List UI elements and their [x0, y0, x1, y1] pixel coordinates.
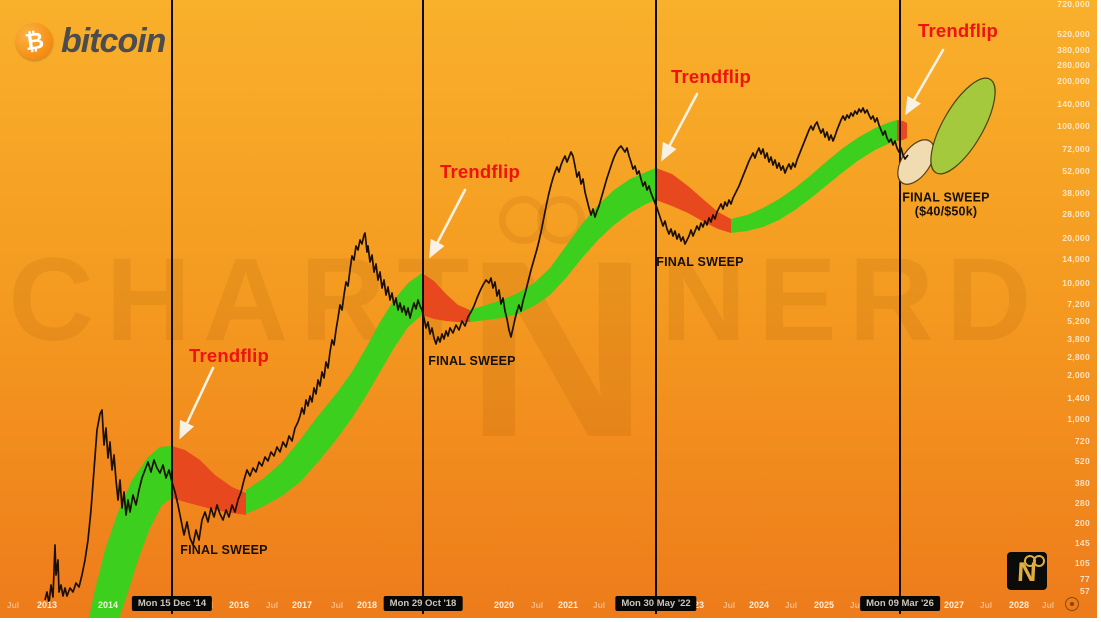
x-axis-label: 2027 — [943, 600, 965, 610]
glasses-icon — [1033, 555, 1045, 567]
trend-band-green — [246, 273, 422, 514]
date-flag[interactable]: Mon 15 Dec '14 — [131, 596, 213, 612]
settings-icon[interactable] — [1065, 597, 1079, 611]
x-axis-label: Jul — [979, 600, 993, 610]
x-axis-label: 2016 — [228, 600, 250, 610]
x-axis-label: Jul — [722, 600, 736, 610]
y-axis-label: 10,000 — [1062, 278, 1090, 288]
watermark-n-letter: N — [466, 209, 648, 490]
chart-nerd-logo: N — [1007, 552, 1047, 590]
x-axis-label: 2025 — [813, 600, 835, 610]
trend-band-red — [172, 446, 246, 515]
trend-band-green — [470, 168, 656, 322]
x-axis-label: 2018 — [356, 600, 378, 610]
y-axis-label: 3,800 — [1067, 334, 1090, 344]
y-axis-label: 1,000 — [1067, 414, 1090, 424]
y-axis-label: 7,200 — [1067, 299, 1090, 309]
final-sweep-label: FINAL SWEEP — [656, 254, 744, 269]
trendflip-arrow — [661, 92, 699, 162]
y-axis-label: 57 — [1079, 586, 1090, 596]
y-axis-label: 1,400 — [1067, 393, 1090, 403]
y-axis-label: 38,000 — [1062, 188, 1090, 198]
x-axis-label: Jul — [784, 600, 798, 610]
final-sweep-label: FINAL SWEEP — [428, 353, 516, 368]
y-axis-label: 720,000 — [1057, 0, 1090, 9]
y-axis-label: 77 — [1079, 574, 1090, 584]
final-sweep-label: FINAL SWEEP ($40/$50k) — [902, 190, 990, 219]
bitcoin-logo: ₿ bitcoin — [13, 20, 166, 63]
y-axis-label: 2,800 — [1067, 352, 1090, 362]
frame-edge — [1097, 0, 1101, 622]
x-axis-label: Jul — [530, 600, 544, 610]
x-axis-label: Jul — [265, 600, 279, 610]
bitcoin-symbol: ₿ — [23, 26, 46, 56]
x-axis-label: 2024 — [748, 600, 770, 610]
trendflip-label: Trendflip — [918, 20, 998, 41]
y-axis-label: 520,000 — [1057, 29, 1090, 39]
y-axis-label: 720 — [1074, 436, 1090, 446]
x-axis-label: Jul — [6, 600, 20, 610]
y-axis-label: 28,000 — [1062, 209, 1090, 219]
y-axis-label: 280,000 — [1057, 60, 1090, 70]
trend-band-red — [897, 120, 907, 141]
y-axis-label: 380,000 — [1057, 45, 1090, 55]
x-axis-label: 2013 — [36, 600, 58, 610]
x-axis-label: 2028 — [1008, 600, 1030, 610]
frame-edge — [0, 618, 1101, 622]
date-flag[interactable]: Mon 09 Mar '26 — [860, 596, 940, 612]
x-axis-label: Jul — [330, 600, 344, 610]
y-axis-label: 105 — [1074, 558, 1090, 568]
y-axis-label: 20,000 — [1062, 233, 1090, 243]
trend-band-red — [422, 273, 470, 322]
y-axis-label: 200,000 — [1057, 76, 1090, 86]
price-line — [44, 107, 909, 604]
y-axis-label: 280 — [1074, 498, 1090, 508]
trend-band-green — [88, 446, 172, 622]
y-axis-label: 2,000 — [1067, 370, 1090, 380]
x-axis-label: 2017 — [291, 600, 313, 610]
x-axis-label: Jul — [592, 600, 606, 610]
x-axis-label: 2021 — [557, 600, 579, 610]
watermark-nerd-text: NERD — [660, 234, 1044, 366]
y-axis-label: 52,000 — [1062, 166, 1090, 176]
x-axis-label: Jul — [849, 600, 863, 610]
final-sweep-label: FINAL SWEEP — [180, 542, 268, 557]
y-axis-label: 380 — [1074, 478, 1090, 488]
bitcoin-wordmark: bitcoin — [61, 22, 166, 60]
watermark-glasses-icon — [537, 196, 585, 244]
trend-band-red — [656, 168, 731, 233]
date-flag[interactable]: Mon 30 May '22 — [615, 596, 697, 612]
y-axis-label: 145 — [1074, 538, 1090, 548]
trend-band-green — [731, 120, 897, 233]
y-axis-label: 5,200 — [1067, 316, 1090, 326]
y-axis-label: 140,000 — [1057, 99, 1090, 109]
y-axis-label: 14,000 — [1062, 254, 1090, 264]
trendflip-label: Trendflip — [189, 345, 269, 366]
projection-ellipse — [897, 139, 935, 185]
x-axis-label: Jul — [1041, 600, 1055, 610]
bitcoin-coin-icon: ₿ — [13, 20, 56, 63]
trendflip-arrow — [179, 366, 215, 440]
y-axis-label: 200 — [1074, 518, 1090, 528]
x-axis-label: 2020 — [493, 600, 515, 610]
trendflip-label: Trendflip — [440, 161, 520, 182]
x-axis-label: 2014 — [97, 600, 119, 610]
trendflip-arrow — [429, 188, 467, 259]
y-axis-label: 520 — [1074, 456, 1090, 466]
y-axis-label: 100,000 — [1057, 121, 1090, 131]
projection-ellipse — [930, 77, 996, 175]
trendflip-arrow — [905, 48, 945, 116]
trendflip-label: Trendflip — [671, 66, 751, 87]
y-axis-label: 72,000 — [1062, 144, 1090, 154]
date-flag[interactable]: Mon 29 Oct '18 — [383, 596, 463, 612]
